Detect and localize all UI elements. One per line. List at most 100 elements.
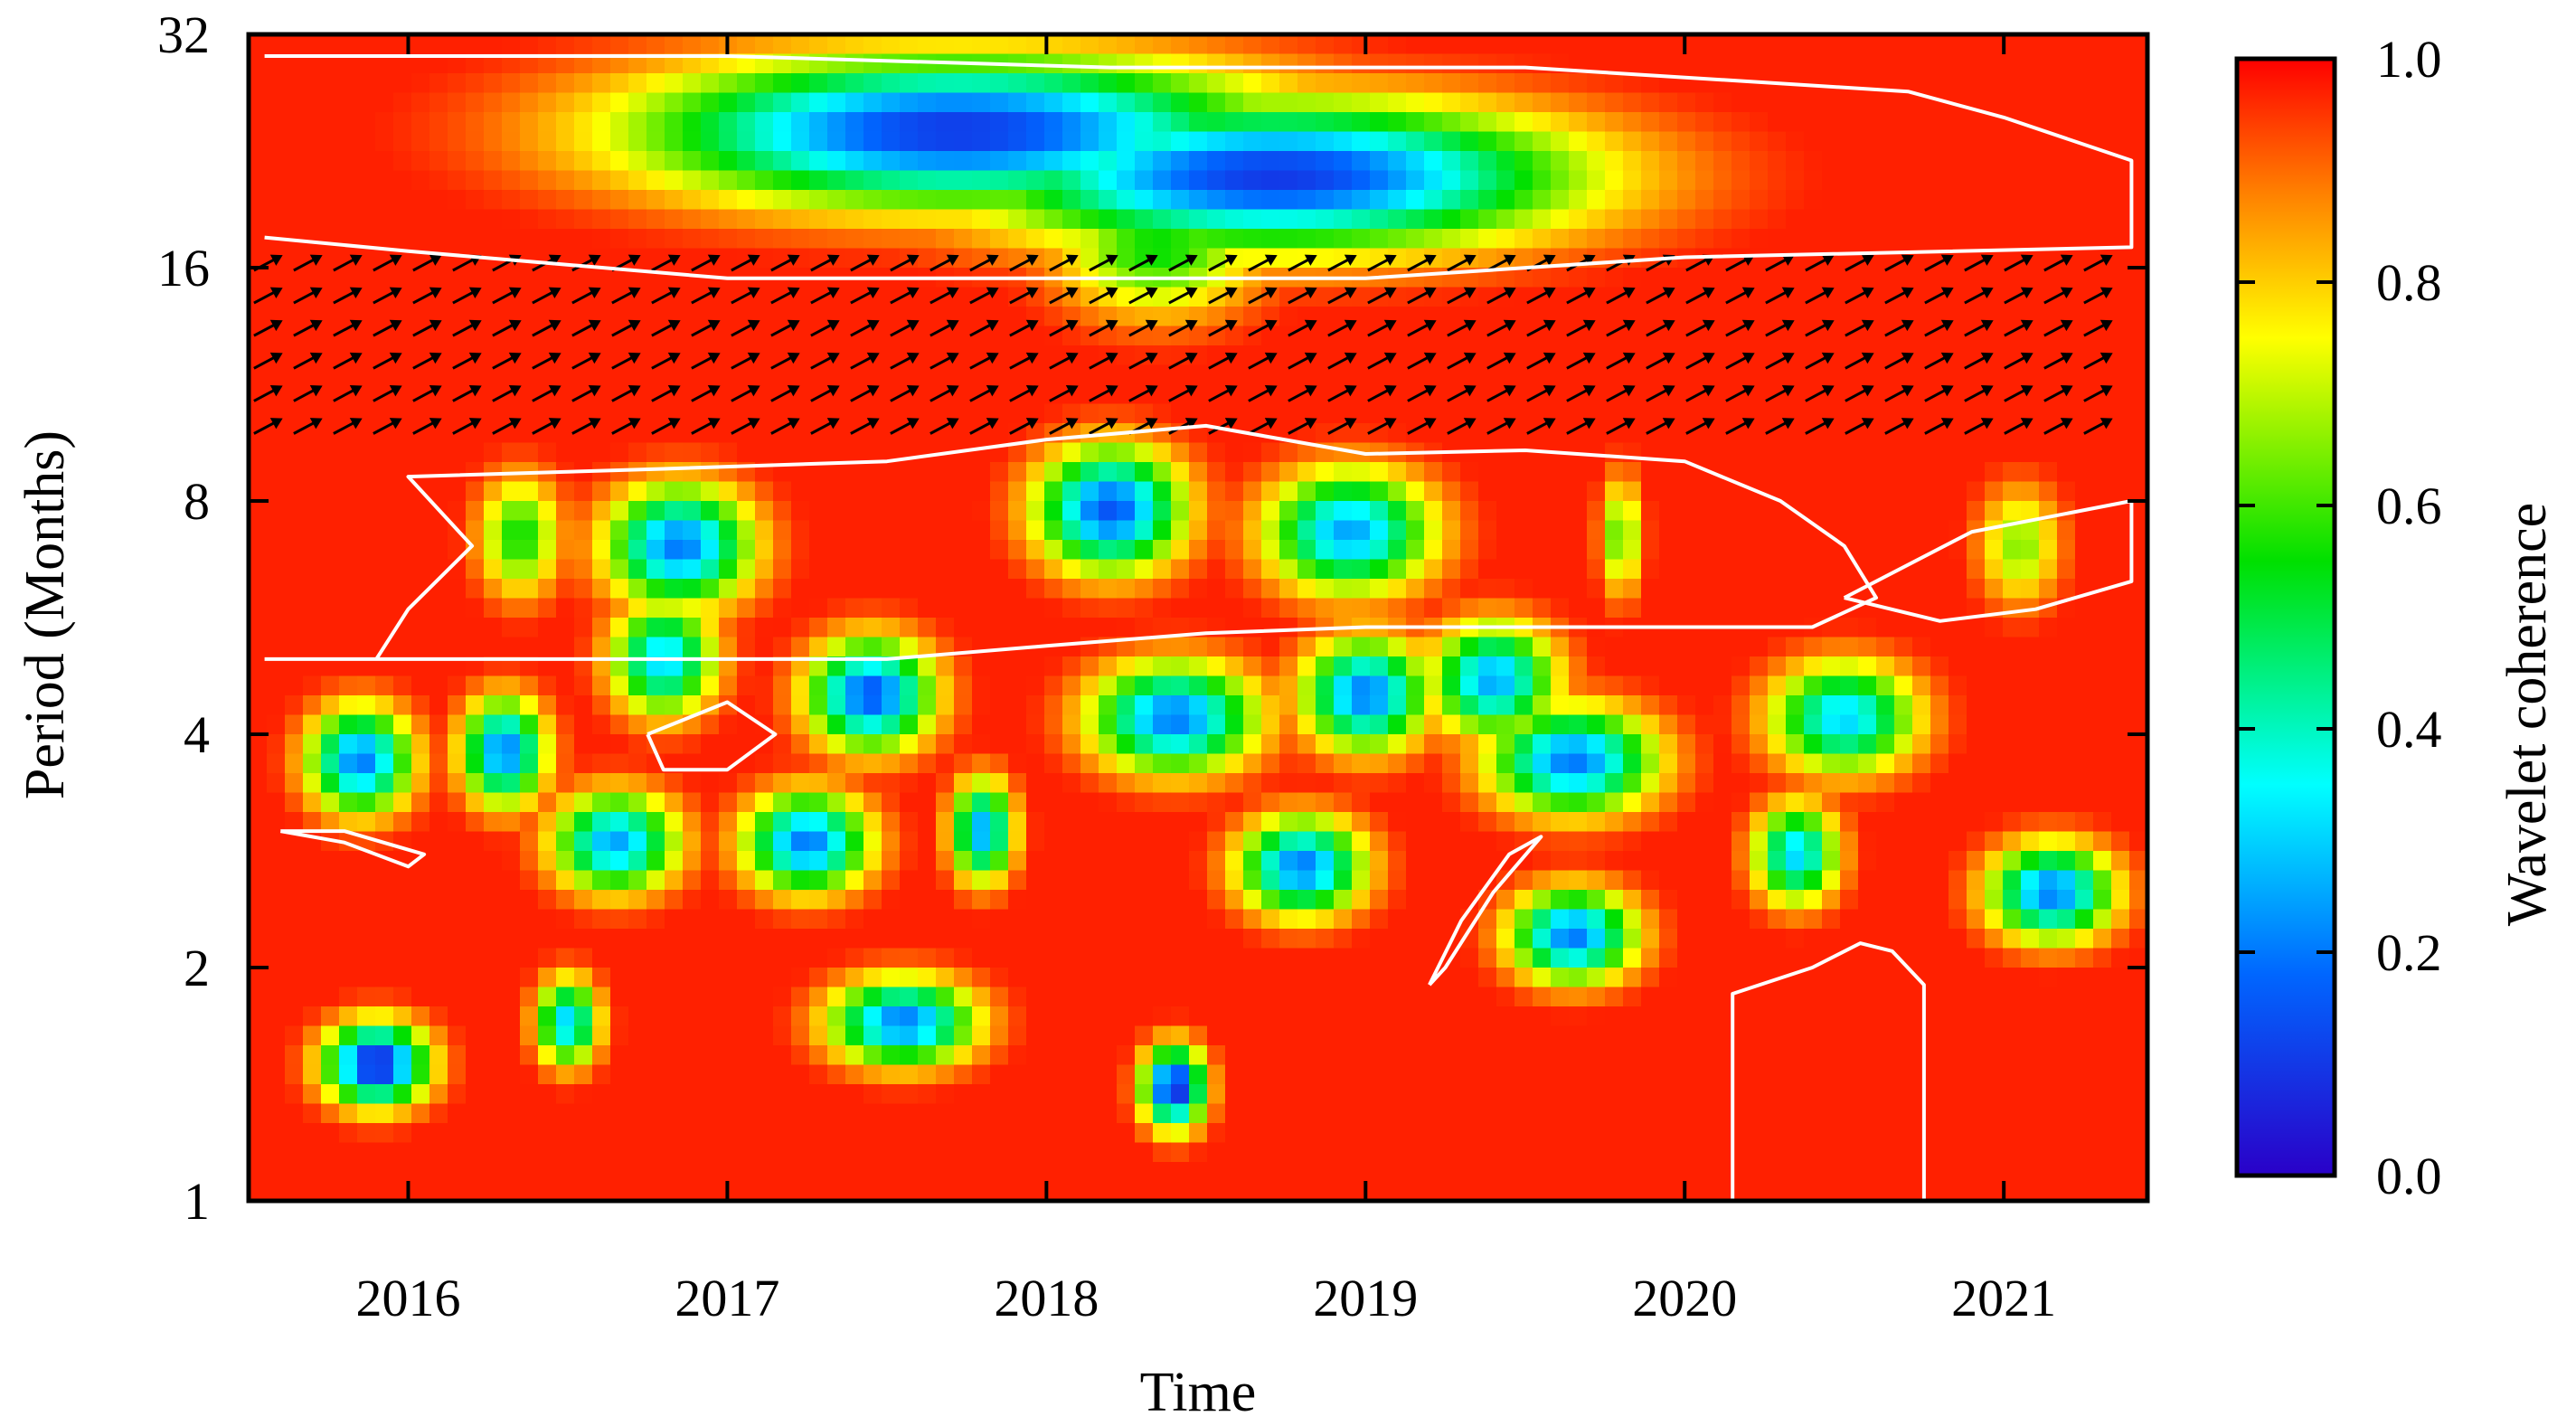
heatmap-cell: [809, 209, 828, 230]
heatmap-cell: [791, 773, 810, 794]
heatmap-cell: [665, 1064, 684, 1085]
heatmap-cell: [1279, 929, 1298, 949]
heatmap-cell: [827, 34, 846, 55]
heatmap-cell: [1026, 170, 1045, 191]
heatmap-cell: [484, 1084, 503, 1105]
heatmap-cell: [339, 151, 358, 172]
heatmap-cell: [882, 753, 901, 774]
heatmap-cell: [556, 423, 575, 444]
heatmap-cell: [1334, 501, 1353, 522]
heatmap-cell: [1677, 92, 1696, 113]
heatmap-cell: [646, 890, 665, 911]
heatmap-cell: [267, 870, 286, 891]
heatmap-cell: [646, 520, 665, 541]
heatmap-cell: [972, 792, 991, 813]
heatmap-cell: [1406, 598, 1425, 619]
heatmap-cell: [1551, 948, 1570, 968]
heatmap-cell: [339, 1025, 358, 1046]
heatmap-cell: [646, 423, 665, 444]
heatmap-cell: [592, 870, 611, 891]
heatmap-cell: [1099, 326, 1118, 346]
heatmap-cell: [321, 1045, 340, 1066]
heatmap-cell: [1316, 229, 1335, 250]
heatmap-cell: [249, 403, 268, 424]
heatmap-cell: [628, 831, 647, 852]
heatmap-cell: [1713, 598, 1732, 619]
heatmap-cell: [285, 812, 304, 833]
heatmap-cell: [1171, 559, 1190, 580]
heatmap-cell: [1135, 870, 1154, 891]
heatmap-cell: [1623, 462, 1642, 483]
heatmap-cell: [936, 92, 955, 113]
heatmap-cell: [1243, 929, 1262, 949]
heatmap-cell: [1641, 34, 1660, 55]
heatmap-cell: [1026, 190, 1045, 211]
heatmap-cell: [737, 364, 756, 385]
heatmap-cell: [936, 734, 955, 755]
heatmap-cell: [267, 948, 286, 968]
heatmap-cell: [1695, 1025, 1714, 1046]
heatmap-cell: [972, 423, 991, 444]
heatmap-cell: [1677, 442, 1696, 463]
heatmap-cell: [321, 675, 340, 696]
heatmap-cell: [918, 345, 937, 366]
heatmap-cell: [267, 540, 286, 561]
heatmap-cell: [683, 1025, 702, 1046]
heatmap-cell: [1153, 53, 1172, 74]
heatmap-cell: [683, 73, 702, 94]
heatmap-cell: [1533, 501, 1552, 522]
heatmap-cell: [737, 112, 756, 133]
heatmap-cell: [1496, 812, 1515, 833]
heatmap-cell: [646, 540, 665, 561]
heatmap-cell: [1388, 151, 1407, 172]
heatmap-cell: [1189, 92, 1208, 113]
heatmap-cell: [1677, 1045, 1696, 1066]
heatmap-cell: [249, 520, 268, 541]
heatmap-cell: [1370, 675, 1389, 696]
heatmap-cell: [1641, 948, 1660, 968]
heatmap-cell: [972, 481, 991, 502]
heatmap-cell: [520, 1181, 539, 1201]
heatmap-cell: [1514, 248, 1533, 269]
heatmap-cell: [393, 773, 412, 794]
heatmap-cell: [809, 462, 828, 483]
heatmap-cell: [466, 656, 485, 677]
heatmap-cell: [448, 1084, 467, 1105]
heatmap-cell: [1117, 481, 1136, 502]
heatmap-cell: [936, 753, 955, 774]
heatmap-cell: [1605, 364, 1624, 385]
heatmap-cell: [1261, 326, 1280, 346]
heatmap-cell: [393, 209, 412, 230]
heatmap-cell: [1062, 131, 1081, 152]
heatmap-cell: [646, 968, 665, 988]
heatmap-cell: [646, 151, 665, 172]
heatmap-cell: [1117, 579, 1136, 600]
heatmap-cell: [719, 929, 738, 949]
heatmap-cell: [1623, 579, 1642, 600]
heatmap-cell: [1641, 870, 1660, 891]
heatmap-cell: [429, 753, 448, 774]
heatmap-cell: [1099, 792, 1118, 813]
heatmap-cell: [574, 307, 593, 327]
heatmap-cell: [918, 792, 937, 813]
heatmap-cell: [1442, 773, 1461, 794]
heatmap-cell: [1117, 170, 1136, 191]
heatmap-cell: [538, 675, 557, 696]
heatmap-cell: [1261, 190, 1280, 211]
heatmap-cell: [1352, 248, 1371, 269]
heatmap-cell: [1587, 151, 1606, 172]
heatmap-cell: [429, 1103, 448, 1124]
heatmap-cell: [1569, 870, 1588, 891]
plot-area: [246, 32, 2150, 1204]
heatmap-cell: [1442, 34, 1461, 55]
heatmap-cell: [1623, 326, 1642, 346]
heatmap-cell: [773, 1064, 792, 1085]
heatmap-cell: [466, 209, 485, 230]
heatmap-cell: [1334, 1084, 1353, 1105]
heatmap-cell: [954, 909, 973, 930]
heatmap-cell: [285, 987, 304, 1007]
heatmap-cell: [1135, 987, 1154, 1007]
heatmap-cell: [1135, 559, 1154, 580]
heatmap-cell: [1189, 1103, 1208, 1124]
heatmap-cell: [827, 112, 846, 133]
